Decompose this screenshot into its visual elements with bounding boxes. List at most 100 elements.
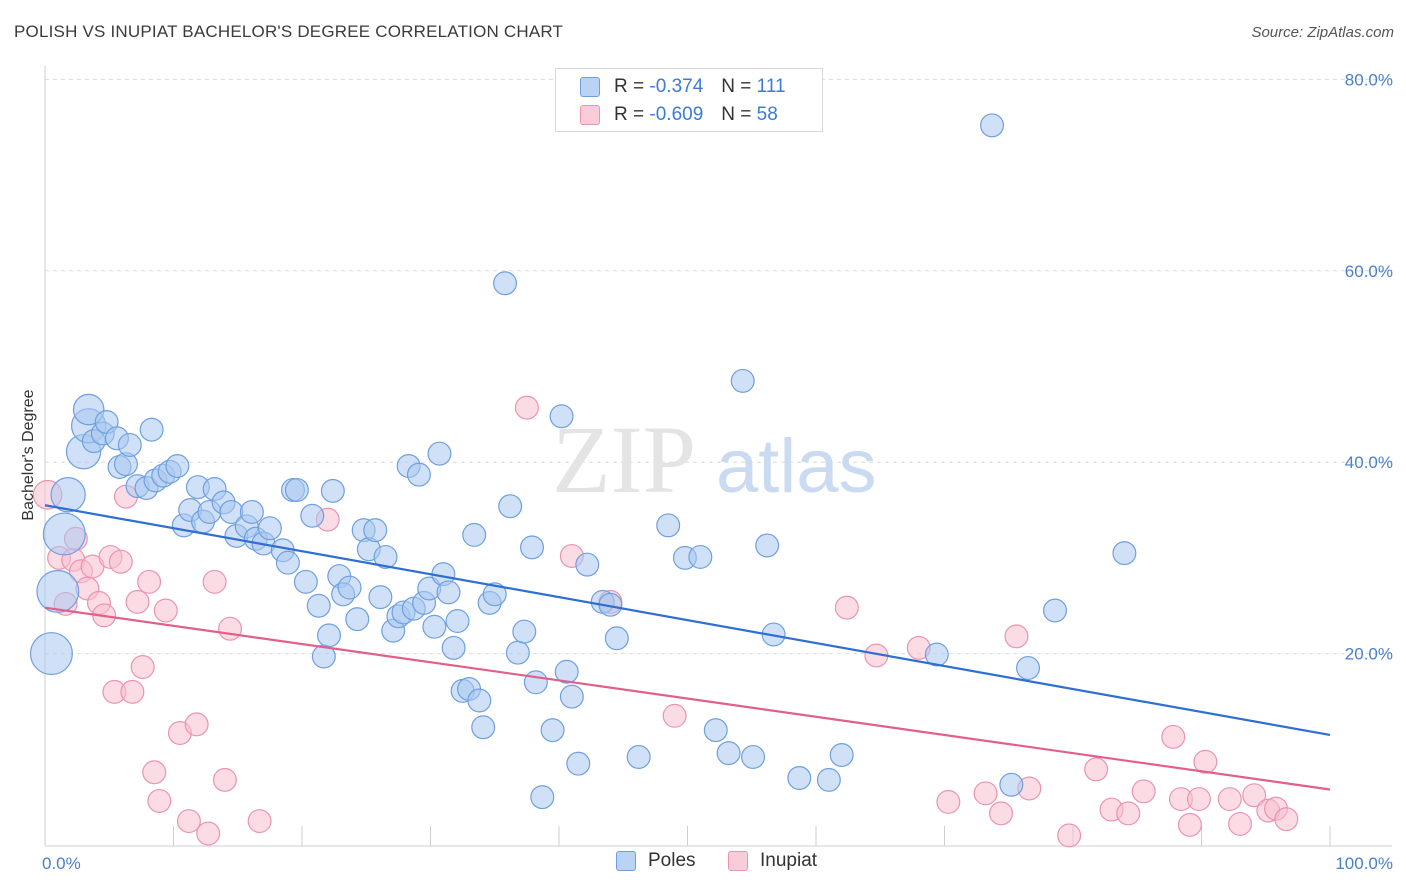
inupiat-point xyxy=(1242,783,1267,808)
poles-point xyxy=(554,659,579,684)
inupiat-point xyxy=(936,789,961,814)
poles-point xyxy=(493,271,518,296)
poles-point xyxy=(980,113,1005,138)
poles-point xyxy=(924,642,949,667)
inupiat-r-label: R = xyxy=(614,104,645,125)
inupiat-point xyxy=(1193,749,1218,774)
poles-point xyxy=(530,785,555,810)
inupiat-swatch xyxy=(580,105,600,125)
stats-legend: R = -0.374 N = 111 R = -0.609 N = 58 xyxy=(555,68,823,132)
inupiat-point xyxy=(1161,724,1186,749)
inupiat-point xyxy=(202,569,227,594)
poles-point xyxy=(293,569,318,594)
y-tick-label: 40.0% xyxy=(1345,453,1393,472)
watermark-atlas: atlas xyxy=(716,424,877,509)
poles-point xyxy=(284,477,309,502)
poles-point xyxy=(257,516,282,541)
inupiat-point xyxy=(196,821,221,846)
poles-point xyxy=(165,454,190,479)
poles-point xyxy=(320,478,345,503)
inupiat-point xyxy=(176,809,201,834)
source-label: Source: ZipAtlas.com xyxy=(1251,24,1394,41)
inupiat-point xyxy=(184,712,209,737)
poles-point xyxy=(373,544,398,569)
legend-item-poles[interactable]: Poles xyxy=(616,850,696,872)
inupiat-n-label: N = xyxy=(721,104,752,125)
poles-point xyxy=(505,640,530,665)
poles-point xyxy=(363,518,388,543)
inupiat-point xyxy=(1004,624,1029,649)
inupiat-point xyxy=(120,679,145,704)
legend-item-inupiat[interactable]: Inupiat xyxy=(728,850,817,872)
poles-point xyxy=(29,632,73,676)
inupiat-point xyxy=(247,809,272,834)
poles-point xyxy=(575,552,600,577)
poles-point xyxy=(549,404,574,429)
inupiat-point xyxy=(212,767,237,792)
legend-row-inupiat: R = -0.609 N = 58 xyxy=(556,101,778,129)
inupiat-point xyxy=(1177,812,1202,837)
poles-point xyxy=(1112,541,1137,566)
poles-point xyxy=(306,593,331,618)
inupiat-point xyxy=(834,595,859,620)
poles-point xyxy=(300,503,325,528)
poles-point xyxy=(540,718,565,743)
poles-point xyxy=(117,432,142,457)
inupiat-point xyxy=(108,549,133,574)
inupiat-point xyxy=(137,569,162,594)
poles-r-label: R = xyxy=(614,76,645,97)
watermark-zip: ZIP xyxy=(552,406,696,513)
poles-point xyxy=(829,743,854,768)
poles-point xyxy=(787,766,812,791)
inupiat-point xyxy=(218,616,243,641)
legend-row-poles: R = -0.374 N = 111 xyxy=(556,73,786,101)
poles-point xyxy=(316,623,341,648)
x-tick-label-min: 0.0% xyxy=(42,854,81,873)
inupiat-r-value: -0.609 xyxy=(649,104,704,125)
inupiat-point xyxy=(1217,787,1242,812)
poles-point xyxy=(445,609,470,634)
poles-point xyxy=(422,614,447,639)
poles-point xyxy=(498,494,523,519)
poles-point xyxy=(42,512,86,556)
y-tick-labels: 20.0% 40.0% 60.0% 80.0% xyxy=(1345,70,1393,663)
poles-point xyxy=(703,718,728,743)
poles-point xyxy=(482,582,507,607)
inupiat-point xyxy=(1057,823,1082,848)
watermark: ZIP atlas xyxy=(552,406,877,513)
poles-n-value: 111 xyxy=(756,76,786,97)
poles-point xyxy=(755,533,780,558)
poles-point xyxy=(716,741,741,766)
poles-legend-swatch xyxy=(616,851,636,871)
inupiat-point xyxy=(125,589,150,614)
y-axis-label: Bachelor's Degree xyxy=(20,389,37,520)
poles-point xyxy=(999,772,1024,797)
poles-point xyxy=(626,744,651,769)
poles-point xyxy=(368,585,393,610)
inupiat-point xyxy=(1131,779,1156,804)
poles-point xyxy=(512,619,537,644)
y-tick-label: 60.0% xyxy=(1345,262,1393,281)
x-tick-label-max: 100.0% xyxy=(1335,854,1393,873)
inupiat-point xyxy=(973,781,998,806)
axes xyxy=(44,66,1392,847)
inupiat-legend-label: Inupiat xyxy=(760,850,818,871)
inupiat-point xyxy=(1116,801,1141,826)
poles-point xyxy=(730,368,755,393)
inupiat-trend-line xyxy=(44,606,1331,791)
inupiat-point xyxy=(989,801,1014,826)
inupiat-point xyxy=(142,760,167,785)
poles-swatch xyxy=(580,77,600,97)
poles-legend-label: Poles xyxy=(648,850,696,871)
gridlines xyxy=(45,78,1392,655)
poles-point xyxy=(50,477,86,513)
trend-lines xyxy=(44,504,1331,791)
poles-point xyxy=(1043,598,1068,623)
inupiat-point xyxy=(130,654,155,679)
poles-point xyxy=(741,744,766,769)
poles-point xyxy=(467,688,492,713)
poles-trend-line xyxy=(44,504,1331,737)
poles-point xyxy=(656,513,681,538)
poles-n-label: N = xyxy=(721,76,752,97)
